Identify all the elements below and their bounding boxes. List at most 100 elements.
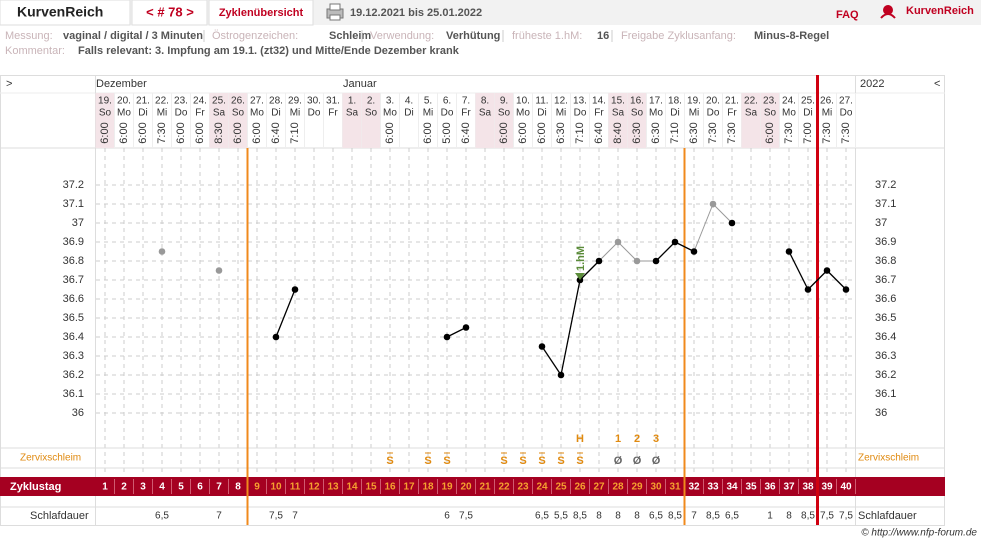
faq-link[interactable]: FAQ: [836, 9, 859, 21]
printer-icon[interactable]: [326, 3, 344, 21]
weekday-label: Mo: [782, 108, 796, 119]
cycle-day: 13: [327, 482, 339, 493]
time-label: 6:00: [764, 122, 776, 143]
day-label: 1.: [348, 96, 356, 107]
cycle-day: 4: [159, 482, 165, 493]
temp-point: [671, 238, 679, 246]
day-label: 15.: [611, 96, 625, 107]
y-tick-label-right: 36.3: [875, 350, 896, 362]
weekday-label: Do: [308, 108, 321, 119]
cycle-day: 12: [308, 482, 320, 493]
cycle-day: 20: [460, 482, 472, 493]
time-label: 6:30: [555, 122, 567, 143]
day-label: 22.: [155, 96, 169, 107]
cycle-day: 1: [102, 482, 108, 493]
cycle-day: 21: [479, 482, 491, 493]
day-label: 22.: [744, 96, 758, 107]
cycle-day: 32: [688, 482, 700, 493]
temp-segment: [598, 241, 619, 262]
cycle-day: 6: [197, 482, 203, 493]
time-label: 6:00: [99, 122, 111, 143]
time-label: 7:30: [783, 122, 795, 143]
temp-segment: [674, 241, 695, 253]
cycle-tab[interactable]: [131, 0, 208, 26]
weekday-label: Do: [707, 108, 720, 119]
overview-tab-label[interactable]: Zyklenübersicht: [219, 7, 304, 19]
day-label: 21.: [725, 96, 739, 107]
cervix-symbol: S: [519, 455, 526, 467]
y-tick-label-right: 36.8: [875, 255, 896, 267]
weekday-label: Sa: [346, 108, 359, 119]
time-label: 6:00: [232, 122, 244, 143]
cycle-day: 26: [574, 482, 586, 493]
overview-tab[interactable]: [208, 0, 314, 26]
day-label: 11.: [535, 96, 548, 107]
temp-point: [652, 257, 660, 265]
day-label: 3.: [386, 96, 394, 107]
weekend-shade: [209, 93, 229, 148]
cycle-day: 5: [178, 482, 184, 493]
y-tick-label: 36.3: [63, 350, 84, 362]
sleep-value: 7: [292, 511, 298, 522]
time-label: 6:40: [270, 122, 282, 143]
day-label: 25.: [801, 96, 815, 107]
day-label: 4.: [405, 96, 413, 107]
weekday-label: Di: [537, 108, 546, 119]
time-label: 6:00: [175, 122, 187, 143]
weekday-label: Mo: [117, 108, 131, 119]
cycle-nav[interactable]: < # 78 >: [146, 4, 194, 19]
y-tick-label: 36.8: [63, 255, 84, 267]
brand: KurvenReich: [17, 4, 103, 20]
y-tick-label: 36.5: [63, 312, 84, 324]
shift-marker: [575, 273, 585, 280]
time-label: 7:10: [289, 122, 301, 143]
weekday-label: Mi: [290, 108, 301, 119]
info-label: Freigabe Zyklusanfang:: [621, 30, 736, 42]
day-label: 20.: [706, 96, 720, 107]
day-label: 2.: [367, 96, 375, 107]
cycle-day: 39: [821, 482, 833, 493]
weekday-label: Di: [803, 108, 812, 119]
cervix-symbol: S: [557, 455, 564, 467]
footer: © http://www.nfp-forum.de: [861, 528, 977, 539]
cycle-day: 17: [403, 482, 415, 493]
temp-point: [842, 286, 850, 293]
day-label: 19.: [687, 96, 701, 107]
cycle-day: 34: [726, 482, 738, 493]
time-label: 6:00: [536, 122, 548, 143]
weekend-shade: [95, 93, 115, 148]
day-label: 23.: [174, 96, 188, 107]
cervix-symbol: S: [538, 455, 545, 467]
weekend-shade: [741, 93, 761, 148]
cycle-day: 29: [631, 482, 643, 493]
cervix-label-right: Zervixschleim: [858, 453, 919, 464]
sleep-value: 7,5: [459, 511, 473, 522]
temp-segment: [560, 279, 581, 376]
time-label: 8:40: [612, 122, 624, 143]
nav-prev[interactable]: >: [6, 78, 12, 90]
weekend-shade: [627, 93, 647, 148]
day-label: 24.: [782, 96, 796, 107]
cycle-day: 14: [346, 482, 358, 493]
chart-frame: [0, 75, 945, 526]
time-label: 6:00: [422, 122, 434, 143]
cycle-day: 31: [669, 482, 681, 493]
year-label: 2022: [860, 78, 884, 90]
time-label: 6:00: [384, 122, 396, 143]
day-label: 12.: [554, 96, 568, 107]
nav-next[interactable]: <: [934, 78, 940, 90]
day-label: 6.: [443, 96, 451, 107]
temp-segment: [446, 326, 467, 338]
day-label: 26.: [820, 96, 834, 107]
weekday-label: So: [365, 108, 378, 119]
temp-segment: [826, 270, 847, 290]
temp-segment: [712, 203, 733, 224]
sleep-label: Schlafdauer: [30, 510, 89, 522]
weekday-label: Do: [441, 108, 454, 119]
temp-point: [709, 200, 717, 208]
logo-icon: [880, 5, 896, 19]
day-label: 20.: [117, 96, 131, 107]
sleep-value: 8,5: [801, 511, 815, 522]
temp-segment: [579, 260, 600, 281]
cycle-day: 10: [270, 482, 282, 493]
